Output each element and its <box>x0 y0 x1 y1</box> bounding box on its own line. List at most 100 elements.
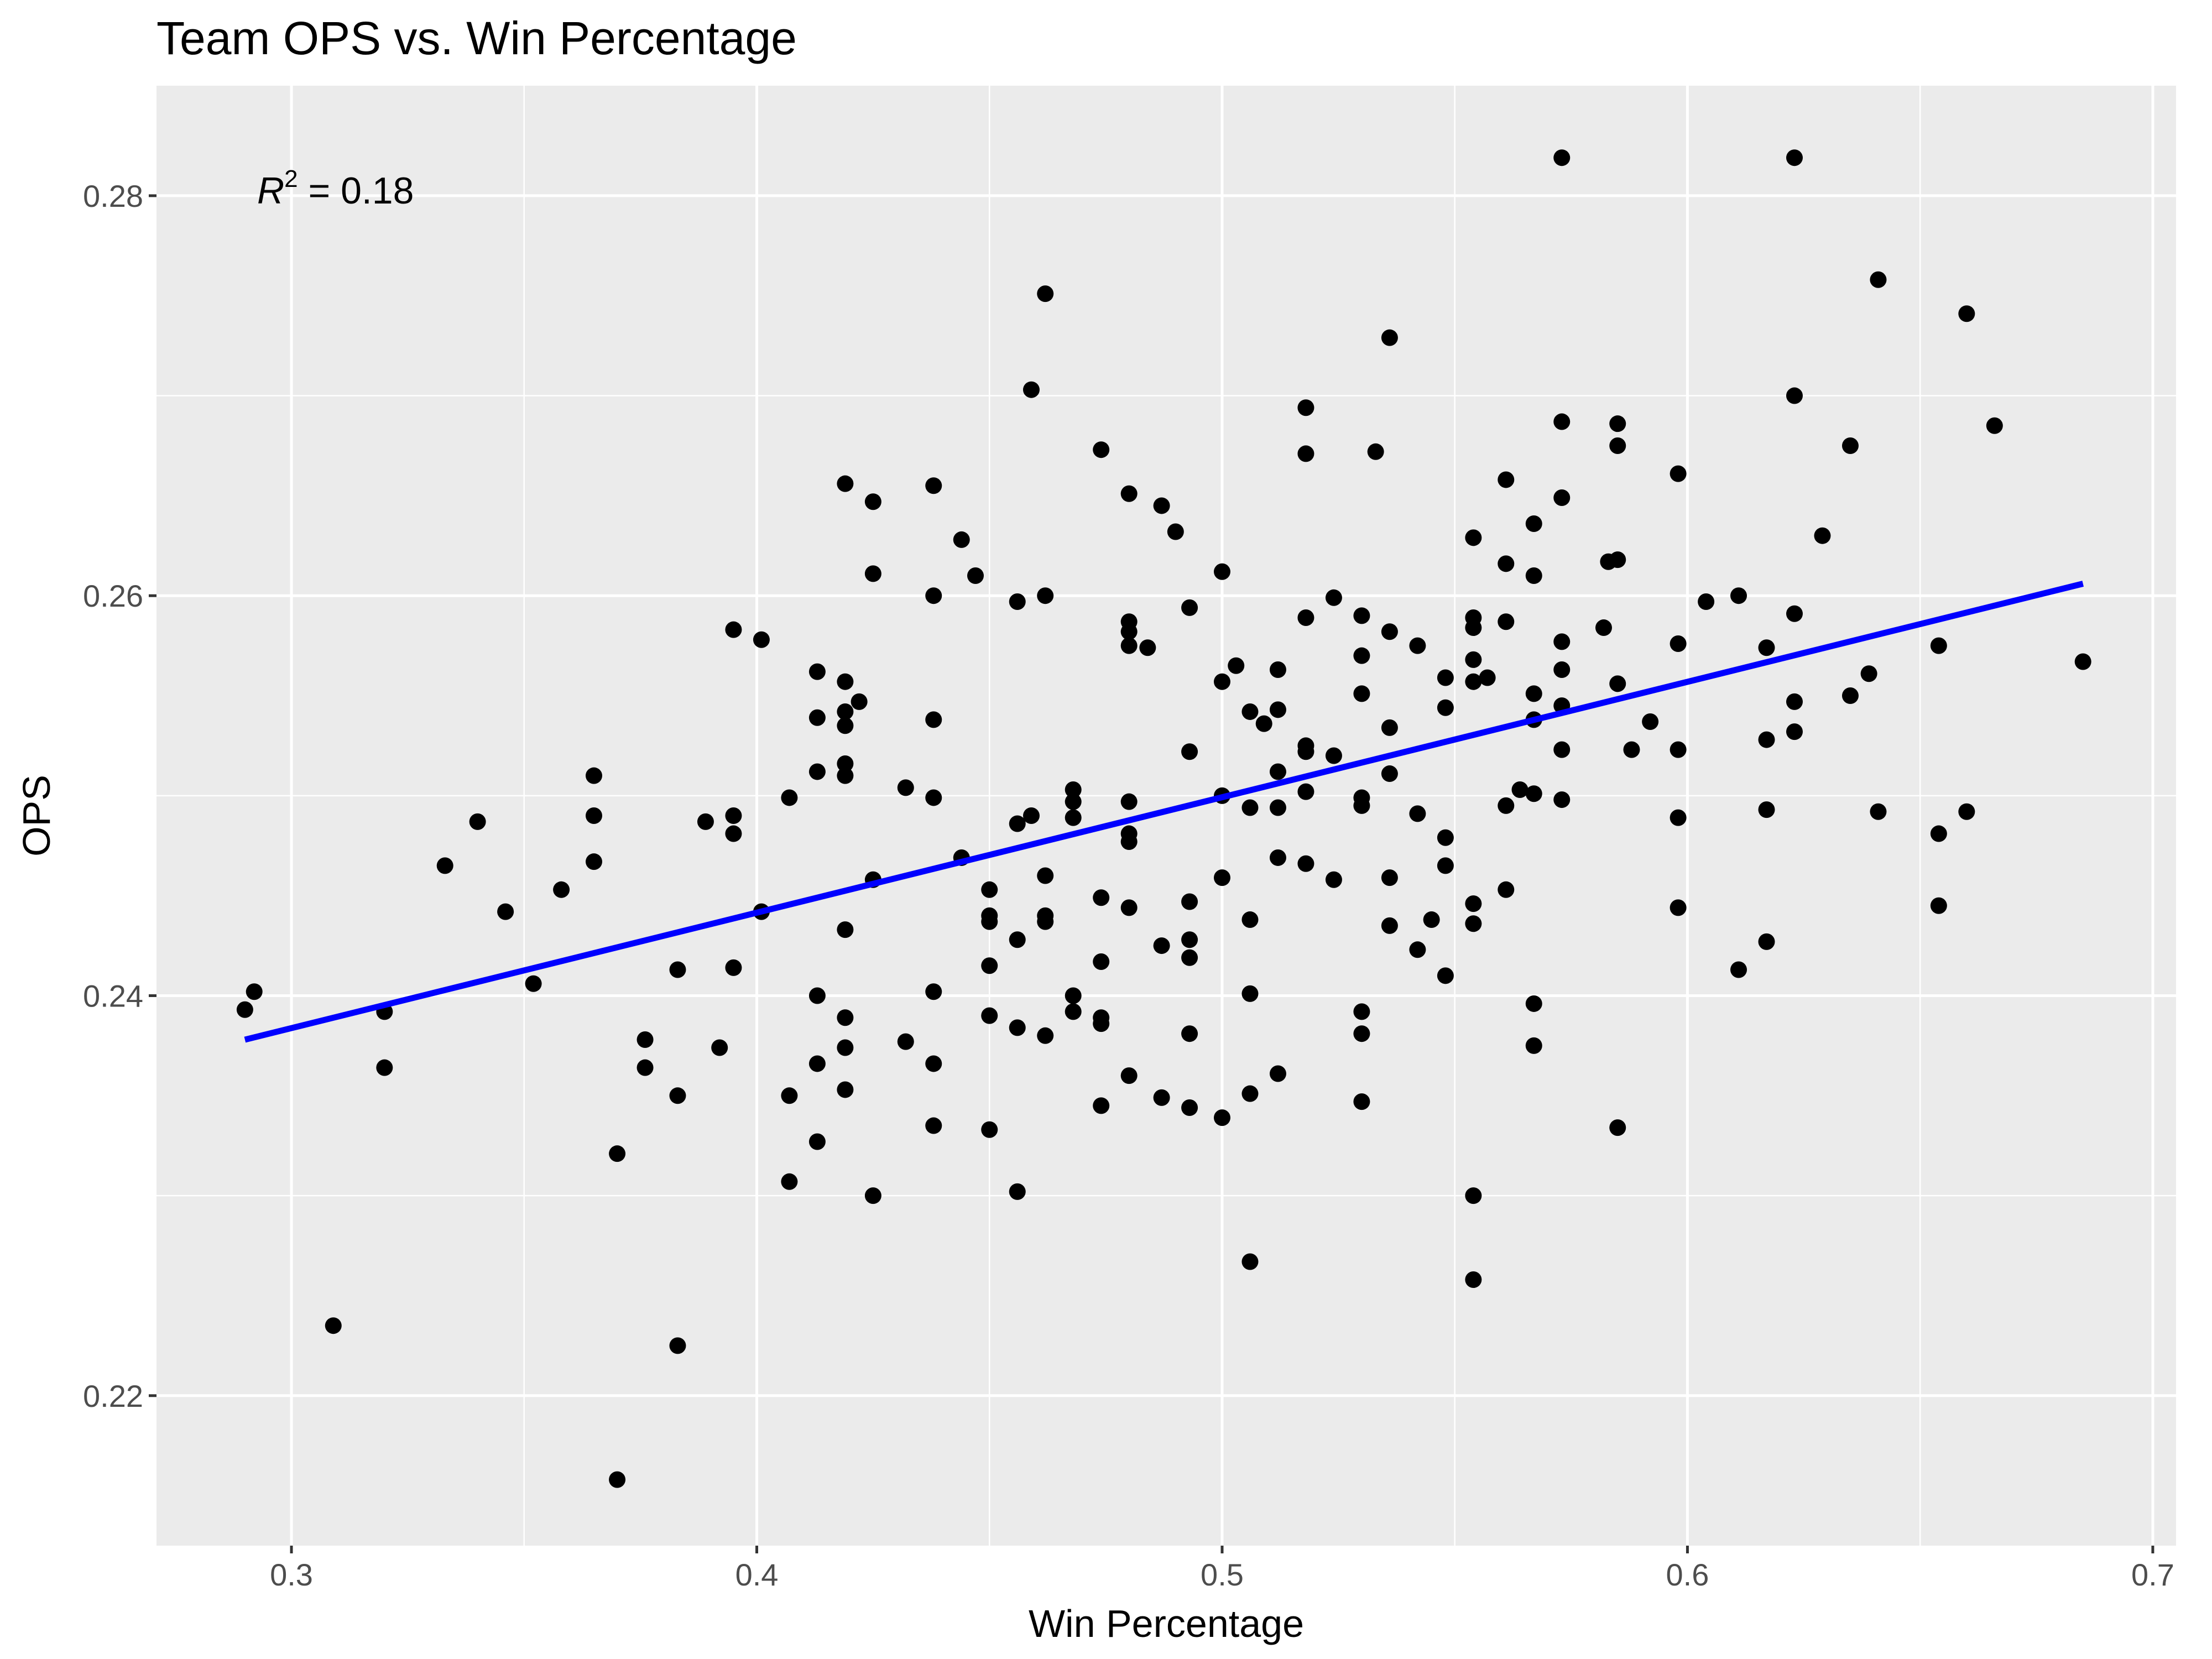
data-point <box>1553 413 1571 430</box>
data-point <box>1269 799 1286 816</box>
data-point <box>1498 797 1515 814</box>
data-point <box>1297 399 1314 416</box>
data-point <box>1465 895 1482 912</box>
data-point <box>1786 605 1803 622</box>
data-point <box>585 853 602 870</box>
data-point <box>1870 803 1887 820</box>
data-point <box>837 755 854 772</box>
data-point <box>1423 911 1440 928</box>
data-point <box>1213 869 1230 886</box>
data-point <box>1525 1037 1542 1054</box>
data-point <box>808 709 826 726</box>
data-point <box>781 1087 798 1104</box>
data-point <box>1241 1253 1259 1270</box>
data-point <box>981 957 998 974</box>
data-point <box>2074 653 2091 670</box>
data-point <box>1093 441 1110 458</box>
data-point <box>1297 609 1314 626</box>
data-point <box>1022 807 1040 824</box>
data-point <box>753 631 770 648</box>
data-point <box>953 531 970 548</box>
data-point <box>1511 781 1528 798</box>
data-point <box>1241 799 1259 816</box>
data-point <box>1553 661 1571 678</box>
data-point <box>1609 437 1626 454</box>
data-point <box>1009 1019 1026 1036</box>
data-point <box>1353 685 1370 702</box>
data-point <box>1009 1183 1026 1200</box>
data-point <box>1213 1109 1230 1126</box>
data-point <box>1297 855 1314 872</box>
data-point <box>1269 661 1286 678</box>
chart-title: Team OPS vs. Win Percentage <box>156 12 797 64</box>
data-point <box>1409 637 1426 654</box>
data-point <box>1623 741 1640 758</box>
data-point <box>837 1081 854 1098</box>
data-point <box>1670 899 1687 916</box>
data-point <box>585 807 602 824</box>
data-point <box>1297 445 1314 462</box>
y-tick-label: 0.28 <box>83 179 143 213</box>
data-point <box>1553 741 1571 758</box>
data-point <box>1181 931 1198 948</box>
data-point <box>1786 387 1803 404</box>
data-point <box>864 493 881 510</box>
data-point <box>1213 673 1230 690</box>
data-point <box>837 1039 854 1056</box>
data-point <box>325 1317 342 1334</box>
data-point <box>1841 687 1859 705</box>
data-point <box>609 1145 626 1162</box>
data-point <box>1269 849 1286 866</box>
data-point <box>808 987 826 1004</box>
data-point <box>1022 381 1040 398</box>
data-point <box>837 717 854 734</box>
data-point <box>697 813 714 830</box>
data-point <box>1409 805 1426 822</box>
minor-gridlines <box>156 86 2176 1546</box>
data-point <box>1297 743 1314 760</box>
x-axis-title: Win Percentage <box>1029 1602 1304 1645</box>
data-point <box>1498 555 1515 572</box>
data-point <box>1065 781 1082 798</box>
data-point <box>669 961 686 978</box>
data-point <box>553 881 570 898</box>
data-point <box>1381 917 1398 934</box>
data-point <box>808 763 826 780</box>
data-point <box>1670 741 1687 758</box>
data-point <box>637 1031 654 1048</box>
data-point <box>1269 763 1286 780</box>
data-point <box>1269 1065 1286 1082</box>
data-point <box>609 1471 626 1488</box>
data-point <box>1181 599 1198 616</box>
data-point <box>1786 723 1803 740</box>
data-point <box>1437 857 1454 874</box>
data-point <box>1465 1187 1482 1204</box>
data-point <box>1525 785 1542 802</box>
data-point <box>837 921 854 938</box>
data-point <box>1595 619 1612 637</box>
data-point <box>1037 587 1054 604</box>
data-point <box>1525 995 1542 1012</box>
data-point <box>1325 747 1342 764</box>
data-point <box>837 1009 854 1026</box>
data-point <box>436 857 453 874</box>
x-axis-ticks: 0.3 0.4 0.5 0.6 0.7 <box>270 1546 2174 1592</box>
data-point <box>1381 329 1398 346</box>
data-point <box>1642 713 1659 731</box>
data-point <box>781 1173 798 1190</box>
x-tick-label: 0.3 <box>270 1557 313 1592</box>
data-point <box>1553 149 1571 166</box>
y-axis-title: OPS <box>15 775 58 857</box>
data-point <box>837 475 854 492</box>
data-point <box>1479 669 1496 686</box>
data-point <box>1609 1119 1626 1136</box>
data-point <box>925 711 942 728</box>
data-point <box>1120 623 1138 640</box>
data-point <box>1153 937 1170 954</box>
data-point <box>711 1039 728 1056</box>
data-point <box>925 1117 942 1134</box>
data-point <box>1758 933 1775 950</box>
data-point <box>1139 639 1156 656</box>
data-point <box>1958 803 1975 820</box>
data-point <box>497 903 514 920</box>
